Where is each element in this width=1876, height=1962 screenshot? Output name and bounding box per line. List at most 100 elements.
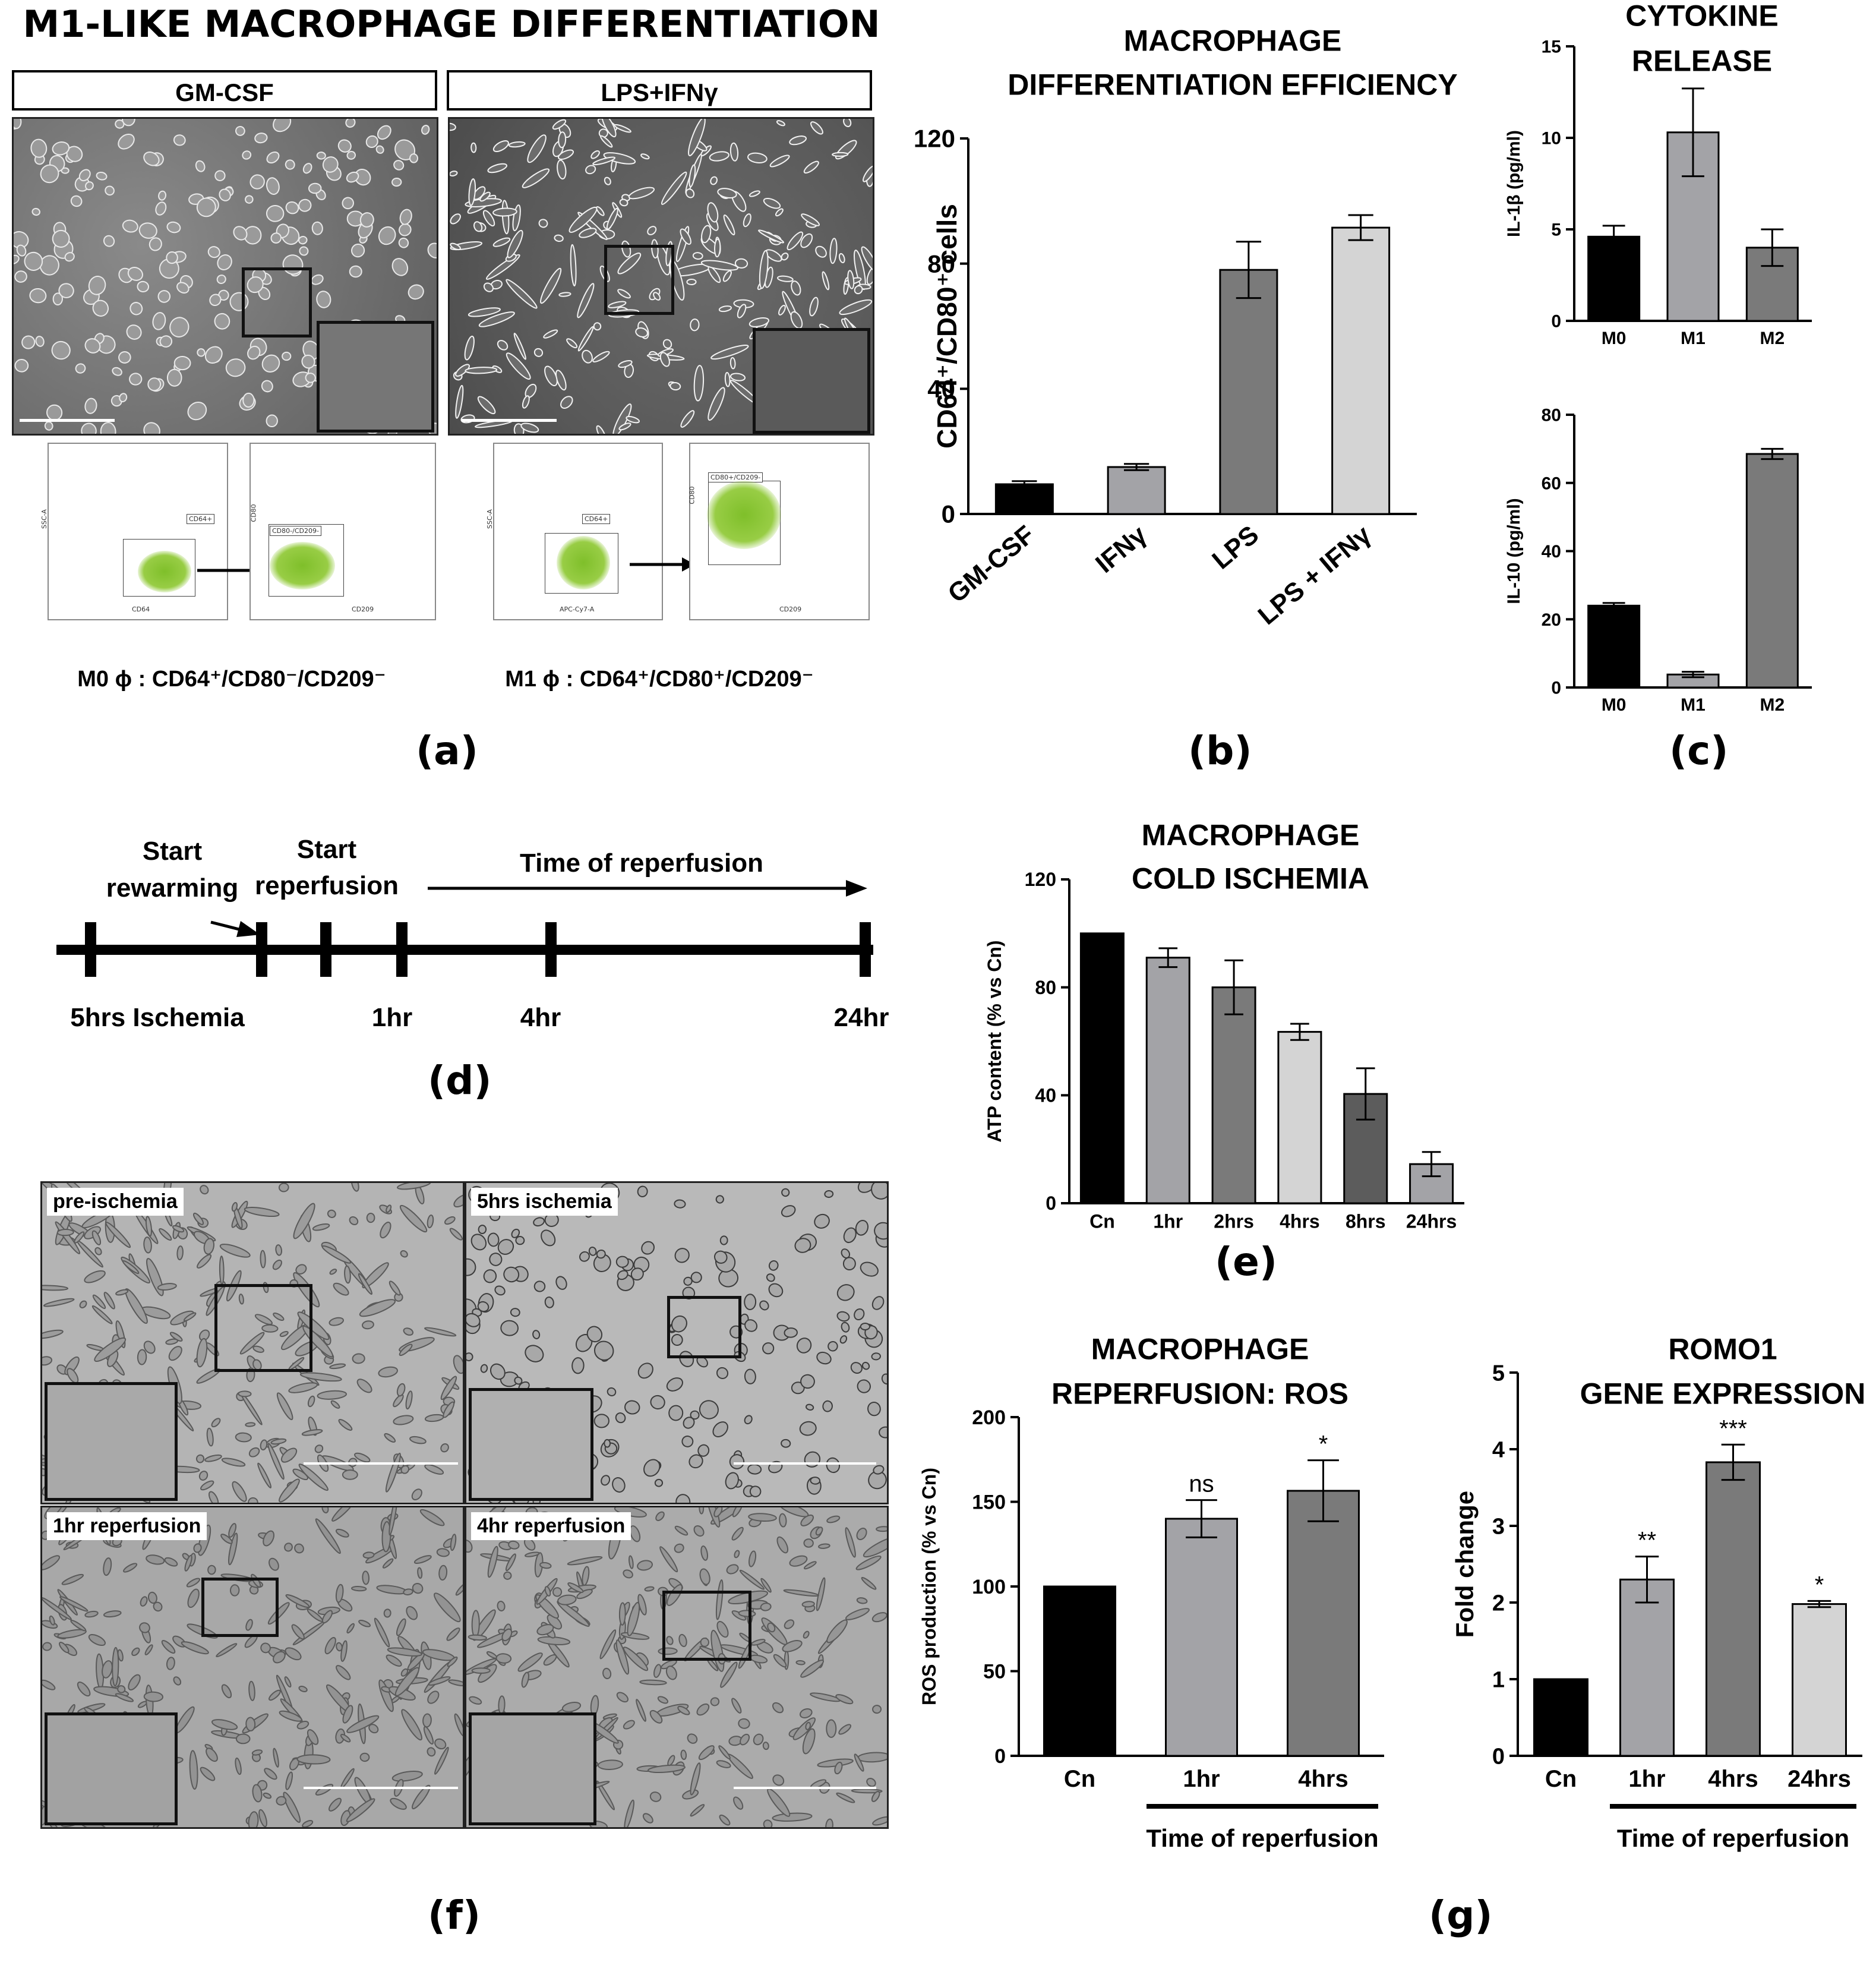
cell-shape [453, 1194, 463, 1208]
cell-shape [470, 142, 477, 153]
cell-shape [470, 1234, 487, 1251]
cell-shape [657, 1696, 669, 1704]
cell-shape [784, 1327, 798, 1338]
cell-shape [296, 1720, 309, 1730]
timeline-tick [860, 922, 871, 977]
cell-shape [759, 250, 769, 289]
cell-shape [522, 168, 550, 188]
cell-shape [315, 1784, 334, 1796]
cell-shape [763, 198, 781, 209]
cell-shape [169, 1332, 183, 1342]
cell-shape [497, 1239, 514, 1255]
bar-g1 [1287, 1490, 1360, 1757]
cell-shape [489, 1363, 506, 1380]
cell-shape [103, 1610, 122, 1618]
x-tick-label: IFNγ [1090, 520, 1152, 579]
cell-shape [593, 1414, 609, 1428]
cell-shape [187, 1588, 200, 1608]
cell-shape [31, 207, 40, 216]
cell-shape [351, 244, 365, 258]
cell-shape [248, 1811, 259, 1827]
cell-shape [88, 276, 106, 295]
cell-shape [783, 1589, 819, 1597]
y-axis-label: ROS production (% vs Cn) [918, 1468, 940, 1705]
cell-shape [157, 290, 171, 303]
cell-shape [854, 285, 863, 295]
cell-shape [881, 1373, 887, 1385]
group-bracket [1610, 1804, 1856, 1809]
cell-shape [860, 1261, 879, 1277]
cell-shape [417, 1567, 423, 1579]
cell-shape [103, 235, 115, 247]
cell-shape [438, 1564, 448, 1581]
label-start-reperfusion-2: reperfusion [254, 871, 399, 900]
cell-shape [434, 1592, 461, 1623]
cell-shape [405, 1390, 413, 1410]
cell-shape [427, 1747, 436, 1757]
cell-shape [539, 1562, 552, 1569]
cell-shape [799, 1421, 817, 1436]
chart-e: 0 40 80 120 Cn 1hr 2hrs 4hrs 8hrs 24hrs ATP conten… [984, 819, 1464, 1232]
y-axis-label: ATP content (% vs Cn) [984, 940, 1005, 1142]
cell-shape [872, 1816, 887, 1826]
cell-shape [251, 1749, 263, 1756]
cell-shape [690, 1762, 701, 1796]
panel-a-column-header-gm-csf: GM-CSF [12, 70, 437, 111]
cell-shape [103, 1557, 112, 1576]
cell-shape [839, 299, 873, 316]
zoom-inset [469, 1388, 593, 1501]
cell-shape [726, 1564, 739, 1575]
cell-shape [744, 1319, 758, 1332]
micrograph-5hrs-ischemia: 5hrs ischemia [465, 1181, 889, 1504]
cell-shape [166, 221, 181, 234]
x-tick-label: 4hrs [1298, 1766, 1348, 1792]
cell-shape [147, 377, 162, 392]
cell-shape [446, 1627, 460, 1641]
bar-c2 [1587, 604, 1641, 689]
cell-shape [617, 253, 642, 275]
cell-shape [826, 1457, 841, 1474]
cell-shape [208, 1491, 219, 1503]
significance-label: *** [1719, 1415, 1747, 1441]
bar-g1 [1043, 1585, 1116, 1757]
cell-shape [387, 1647, 422, 1657]
cell-shape [365, 135, 378, 148]
cell-shape [850, 1362, 863, 1374]
y-tick-label: 40 [1035, 1085, 1056, 1106]
cell-shape [257, 1462, 272, 1488]
cell-shape [471, 1667, 491, 1674]
cell-shape [690, 1272, 702, 1283]
cell-shape [648, 1764, 686, 1774]
chart-title: COLD ISCHEMIA [1132, 862, 1369, 895]
cell-shape [650, 1395, 665, 1410]
cell-shape [168, 1346, 182, 1361]
zoom-inset [45, 1382, 178, 1501]
cell-shape [424, 1414, 444, 1422]
cell-shape [636, 1699, 646, 1722]
cell-shape [856, 1597, 868, 1604]
zoom-source-box [201, 1578, 279, 1637]
cell-shape [423, 1726, 434, 1745]
micrograph-gm-csf-cells [14, 119, 437, 434]
cell-shape [393, 1394, 404, 1408]
cell-shape [333, 1282, 349, 1296]
cell-shape [56, 1228, 74, 1236]
cell-shape [776, 275, 794, 282]
cell-shape [816, 1351, 832, 1365]
cell-shape [346, 171, 359, 183]
cell-shape [143, 1691, 164, 1702]
cell-shape [789, 1555, 808, 1567]
cell-shape [713, 1507, 723, 1518]
cell-shape [336, 1665, 351, 1680]
cell-shape [127, 267, 143, 281]
cell-shape [815, 1526, 823, 1536]
cell-shape [794, 1238, 811, 1253]
zoom-source-box [242, 267, 312, 337]
bar-b [1219, 269, 1278, 515]
cell-shape [601, 119, 617, 138]
cell-shape [112, 367, 122, 376]
timeline-label-24hr: 24hr [833, 1003, 889, 1032]
cell-shape [826, 1515, 841, 1523]
cell-shape [115, 119, 125, 129]
